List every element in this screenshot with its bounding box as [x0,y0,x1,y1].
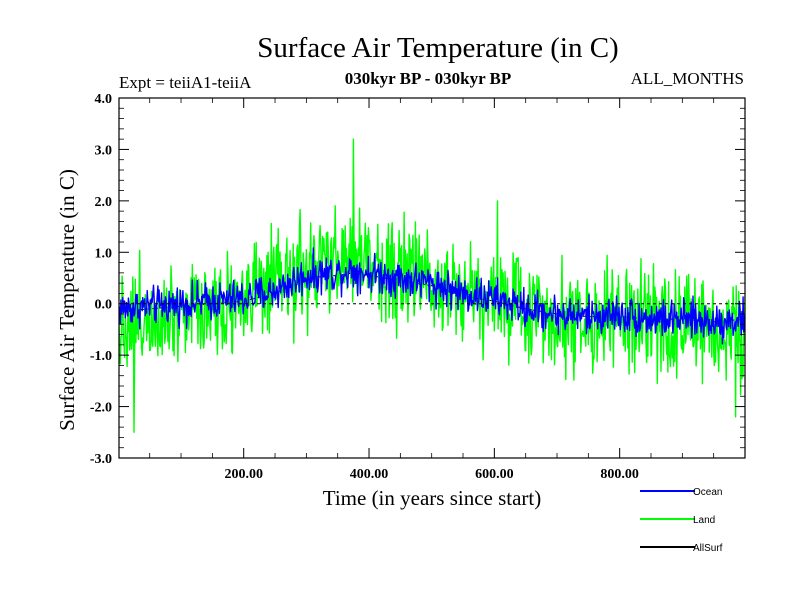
plot-frame [118,97,746,459]
y-tick-label: 3.0 [95,143,113,158]
x-tick-label: 200.00 [224,467,263,482]
y-tick-label: 2.0 [95,195,113,210]
experiment-label: Expt = teiiA1-teiiA [119,73,252,92]
x-tick-label: 800.00 [600,467,639,482]
y-tick-label: 4.0 [95,92,113,107]
y-axis-label: Surface Air Temperature (in C) [55,169,79,431]
y-tick-label: -1.0 [90,349,112,364]
months-label: ALL_MONTHS [631,69,744,88]
x-axis-label: Time (in years since start) [323,486,542,510]
legend-label-land: Land [693,515,715,526]
y-tick-label: -2.0 [90,401,112,416]
legend-label-allsurf: AllSurf [693,543,723,554]
series-line-ocean [119,247,745,345]
axis-ticks [119,97,745,459]
chart-title: Surface Air Temperature (in C) [257,32,618,64]
period-label: 030kyr BP - 030kyr BP [345,69,512,88]
x-tick-label: 600.00 [475,467,514,482]
y-tick-label: 1.0 [95,246,113,261]
x-tick-label: 400.00 [350,467,389,482]
legend: Ocean Land AllSurf [640,487,723,554]
series-layer [119,138,745,433]
y-tick-label: 0.0 [95,298,113,313]
legend-label-ocean: Ocean [693,487,722,498]
axis-tick-labels: 4.0 3.0 2.0 1.0 0.0 -1.0 -2.0 -3.0 200.00 400.00 6… [90,92,639,482]
y-tick-label: -3.0 [90,452,112,467]
